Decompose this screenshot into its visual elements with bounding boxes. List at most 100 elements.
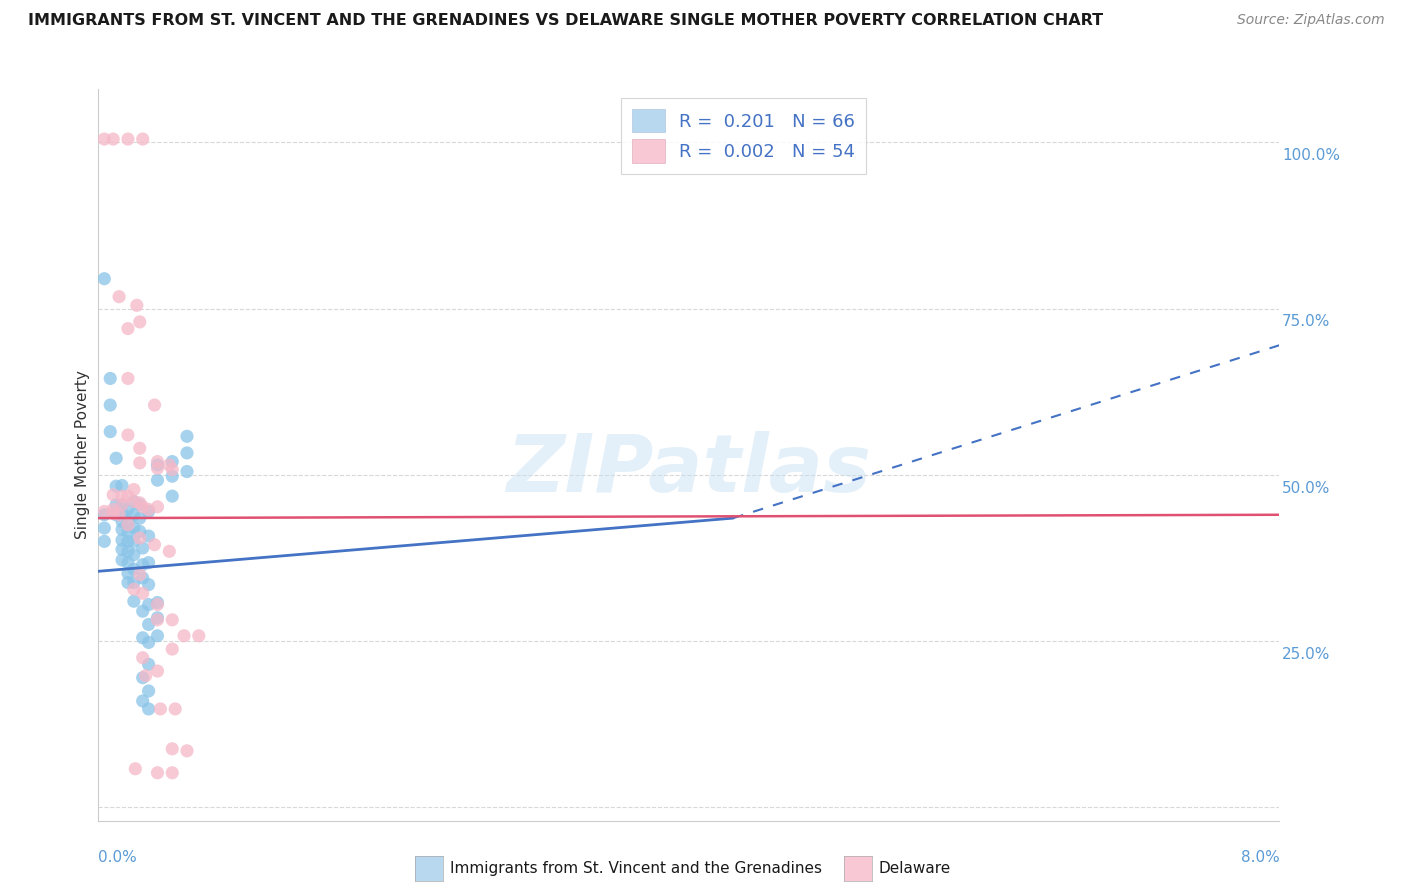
Point bbox=[146, 664, 169, 678]
Point bbox=[125, 298, 148, 312]
Point bbox=[111, 522, 134, 536]
Point bbox=[117, 534, 139, 549]
Text: 50.0%: 50.0% bbox=[1282, 481, 1330, 496]
Point bbox=[93, 508, 115, 522]
Point bbox=[117, 502, 139, 516]
Point bbox=[149, 702, 172, 716]
Point bbox=[138, 657, 160, 672]
Point bbox=[122, 575, 145, 590]
Point bbox=[111, 533, 134, 547]
Point bbox=[132, 571, 155, 585]
Text: Source: ZipAtlas.com: Source: ZipAtlas.com bbox=[1237, 13, 1385, 28]
Point bbox=[108, 290, 131, 304]
Point bbox=[162, 642, 183, 657]
Point bbox=[146, 458, 169, 472]
Point bbox=[111, 515, 134, 529]
Point bbox=[162, 765, 183, 780]
Point bbox=[103, 488, 124, 502]
Point bbox=[146, 454, 169, 468]
Point bbox=[93, 132, 115, 146]
Point bbox=[132, 671, 155, 685]
Point bbox=[138, 684, 160, 698]
Point bbox=[117, 524, 139, 539]
Point bbox=[138, 577, 160, 591]
Point bbox=[128, 524, 150, 539]
Point bbox=[176, 446, 198, 460]
Point bbox=[132, 694, 155, 708]
Point bbox=[98, 398, 121, 412]
Point bbox=[117, 556, 139, 570]
Point bbox=[132, 650, 155, 665]
Point bbox=[117, 517, 139, 532]
Point bbox=[105, 498, 128, 512]
Point bbox=[93, 521, 115, 535]
Point bbox=[122, 521, 145, 535]
Point bbox=[143, 398, 166, 412]
Point bbox=[98, 371, 121, 385]
Point bbox=[117, 544, 139, 558]
Point bbox=[105, 479, 128, 493]
Point bbox=[103, 502, 124, 516]
Point bbox=[146, 595, 169, 609]
Point bbox=[138, 556, 160, 570]
Point bbox=[122, 494, 145, 508]
Point bbox=[111, 542, 134, 557]
Point bbox=[146, 629, 169, 643]
Point bbox=[93, 504, 115, 518]
Point bbox=[111, 498, 134, 512]
Point bbox=[128, 442, 150, 456]
Point bbox=[105, 451, 128, 466]
Point bbox=[122, 483, 145, 497]
Point bbox=[132, 586, 155, 600]
Text: 75.0%: 75.0% bbox=[1282, 315, 1330, 329]
Point bbox=[173, 629, 195, 643]
Point bbox=[176, 744, 198, 758]
Point bbox=[128, 315, 150, 329]
Point bbox=[165, 702, 187, 716]
Point bbox=[162, 613, 183, 627]
Point bbox=[128, 456, 150, 470]
Point bbox=[117, 132, 139, 146]
Point bbox=[162, 489, 183, 503]
Text: 0.0%: 0.0% bbox=[98, 850, 138, 865]
Point bbox=[108, 508, 131, 522]
Point bbox=[138, 502, 160, 516]
Point bbox=[117, 566, 139, 581]
Point bbox=[128, 511, 150, 525]
Point bbox=[157, 458, 180, 472]
Point bbox=[117, 428, 139, 442]
Point bbox=[111, 478, 134, 492]
Point bbox=[98, 425, 121, 439]
Point bbox=[132, 541, 155, 555]
Point bbox=[176, 465, 198, 479]
Text: ZIPatlas: ZIPatlas bbox=[506, 431, 872, 508]
Text: IMMIGRANTS FROM ST. VINCENT AND THE GRENADINES VS DELAWARE SINGLE MOTHER POVERTY: IMMIGRANTS FROM ST. VINCENT AND THE GREN… bbox=[28, 13, 1104, 29]
Point bbox=[138, 617, 160, 632]
Point bbox=[132, 558, 155, 572]
Text: 100.0%: 100.0% bbox=[1282, 148, 1340, 163]
Point bbox=[117, 515, 139, 529]
Text: Delaware: Delaware bbox=[879, 862, 950, 876]
Point bbox=[122, 534, 145, 549]
Point bbox=[138, 635, 160, 649]
Point bbox=[103, 132, 124, 146]
Point bbox=[122, 548, 145, 562]
Point bbox=[132, 132, 155, 146]
Point bbox=[117, 321, 139, 335]
Point bbox=[128, 531, 150, 545]
Point bbox=[111, 507, 134, 521]
Point bbox=[138, 529, 160, 543]
Point bbox=[162, 469, 183, 483]
Point bbox=[128, 496, 150, 510]
Point bbox=[146, 613, 169, 627]
Point bbox=[138, 598, 160, 612]
Point bbox=[105, 508, 128, 522]
Point bbox=[162, 741, 183, 756]
Point bbox=[138, 504, 160, 518]
Point bbox=[103, 507, 124, 521]
Point bbox=[122, 562, 145, 576]
Point bbox=[111, 489, 134, 503]
Point bbox=[135, 668, 157, 682]
Point bbox=[93, 271, 115, 285]
Point bbox=[162, 462, 183, 476]
